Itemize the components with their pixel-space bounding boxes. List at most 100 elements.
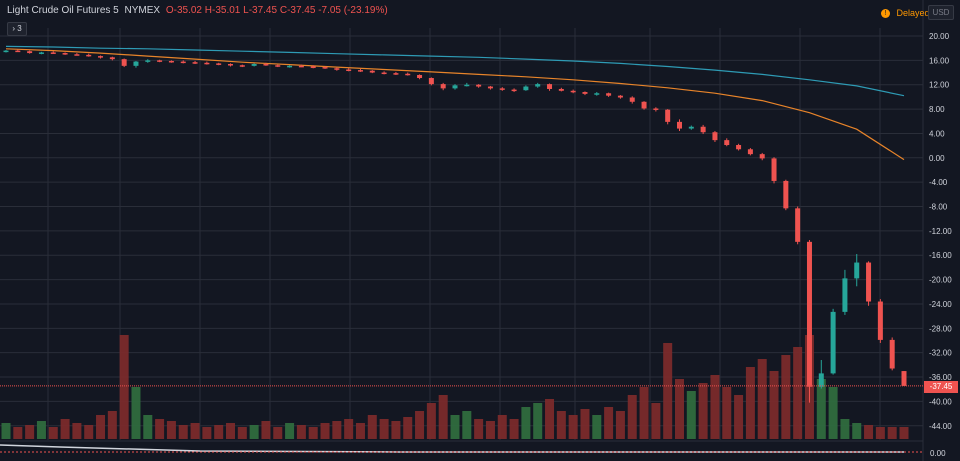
- candle-body: [440, 84, 446, 89]
- candle-body: [298, 65, 304, 68]
- volume-bar: [462, 411, 472, 439]
- volume-bar: [285, 423, 295, 439]
- volume-bar: [1, 423, 11, 439]
- candle-body: [192, 62, 198, 64]
- volume-bar: [474, 419, 484, 439]
- candle-body: [724, 140, 730, 146]
- candle-body: [334, 68, 340, 70]
- volume-bar: [556, 411, 566, 439]
- indicators-toggle-button[interactable]: › 3: [7, 22, 27, 36]
- candle-body: [558, 88, 564, 91]
- candle-body: [641, 101, 647, 109]
- candle-body: [180, 61, 186, 64]
- volume-bar: [793, 347, 803, 439]
- candle-body: [381, 72, 387, 75]
- candle-body: [228, 64, 233, 66]
- candle-body: [818, 373, 824, 387]
- volume-bar: [533, 403, 543, 439]
- candle-body: [570, 90, 576, 93]
- volume-bar: [143, 415, 153, 439]
- candle-body: [523, 86, 529, 91]
- y-tick-label: -20.00: [929, 276, 952, 285]
- candle-body: [535, 84, 541, 87]
- candle-body: [74, 54, 80, 56]
- volume-bar: [639, 387, 649, 439]
- candle-body: [582, 92, 588, 94]
- volume-bar: [722, 387, 732, 439]
- volume-bar: [226, 423, 235, 439]
- last-price-tag: -37.45: [924, 381, 958, 393]
- candle-body: [121, 59, 127, 66]
- volume-bar: [379, 419, 389, 439]
- volume-bar: [509, 419, 519, 439]
- y-tick-label: -40.00: [929, 397, 952, 406]
- volume-bar: [698, 383, 708, 439]
- candle-body: [287, 65, 293, 68]
- y-tick-label: 4.00: [929, 129, 945, 138]
- volume-bar: [155, 419, 165, 439]
- candles: [3, 49, 907, 403]
- candle-body: [901, 371, 907, 386]
- volume-bar: [769, 371, 779, 439]
- volume-bar: [415, 411, 425, 439]
- volume-bar: [36, 421, 46, 439]
- y-tick-label: -12.00: [929, 227, 952, 236]
- volume-bar: [781, 355, 791, 439]
- volume-bar: [72, 423, 82, 439]
- grid: [0, 28, 923, 440]
- candle-body: [369, 70, 375, 73]
- candle-body: [499, 88, 505, 90]
- candle-body: [357, 70, 363, 72]
- volume-bar: [580, 409, 590, 439]
- candle-body: [216, 63, 222, 65]
- candle-body: [795, 208, 801, 242]
- y-tick-label: 12.00: [929, 81, 950, 90]
- candle-body: [168, 60, 174, 63]
- y-tick-label: -16.00: [929, 251, 952, 260]
- y-tick-label: -32.00: [929, 349, 952, 358]
- interval-label: 5: [113, 5, 119, 16]
- candle-body: [204, 62, 210, 65]
- change-value: -7.05 (-23.19%): [318, 5, 388, 16]
- volume-bar: [202, 427, 212, 439]
- candle-body: [50, 52, 56, 54]
- candle-body: [62, 53, 68, 55]
- candle-body: [653, 108, 659, 110]
- candle-body: [251, 64, 257, 66]
- delayed-badge[interactable]: ! Delayed: [881, 8, 930, 19]
- candle-body: [747, 149, 753, 155]
- y-tick-label: 8.00: [929, 105, 945, 114]
- volume-bar: [391, 421, 401, 439]
- volume-bar: [367, 415, 377, 439]
- volume-bar: [651, 403, 661, 439]
- volume-bar: [545, 399, 555, 439]
- symbol-name: Light Crude Oil Futures: [7, 5, 111, 16]
- moving-averages: [5, 45, 905, 161]
- candle-body: [428, 78, 434, 85]
- volume-bar: [864, 425, 874, 439]
- candle-body: [476, 84, 482, 87]
- currency-button[interactable]: USD: [928, 5, 954, 20]
- candle-body: [877, 301, 883, 340]
- volume-bar: [25, 425, 35, 439]
- candle-body: [783, 180, 789, 209]
- candle-body: [346, 69, 352, 71]
- volume-bar: [710, 375, 720, 439]
- volume-bar: [757, 359, 767, 439]
- y-tick-label: -24.00: [929, 300, 952, 309]
- candle-body: [133, 61, 139, 66]
- volume-bar: [485, 421, 495, 439]
- volume-bar: [119, 335, 129, 439]
- volume-bar: [107, 411, 117, 439]
- volume-bar: [96, 415, 106, 439]
- candle-body: [157, 60, 163, 62]
- volume-bar: [627, 395, 637, 439]
- y-tick-label: -8.00: [929, 203, 948, 212]
- volume-bar: [403, 417, 413, 439]
- moving-average-fast-line: [5, 48, 905, 161]
- candle-body: [736, 145, 742, 150]
- volume-bar: [568, 415, 578, 439]
- volume-bar: [816, 379, 826, 439]
- volume-bar: [663, 343, 673, 439]
